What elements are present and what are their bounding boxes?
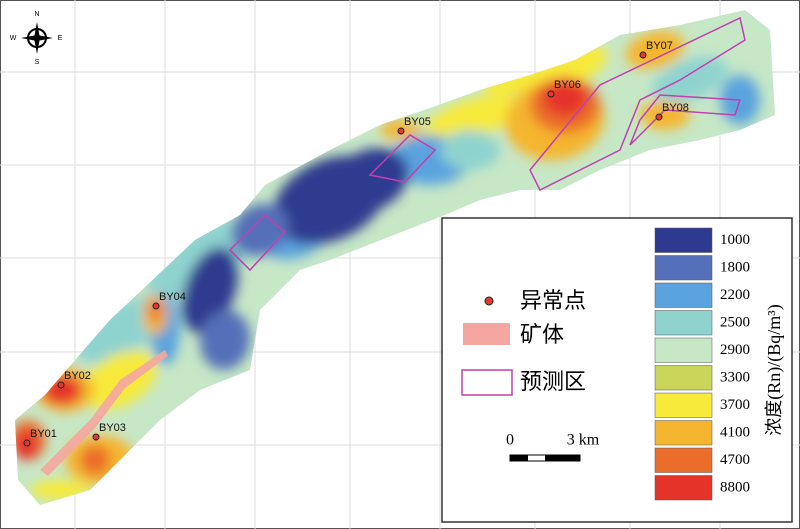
point-label: BY01 — [30, 428, 57, 440]
field-blobs — [15, 30, 760, 500]
compass-s: S — [35, 59, 40, 66]
anomaly-point — [655, 113, 663, 121]
class-label: 8800 — [720, 480, 750, 496]
anomaly-point — [152, 302, 160, 310]
anomaly-points: BY01 BY02 BY03 BY04 BY05 BY06 BY07 BY08 — [23, 40, 689, 447]
class-label: 4700 — [720, 452, 750, 468]
point-label: BY08 — [662, 102, 689, 114]
class-label: 2900 — [720, 342, 750, 358]
point-label: BY04 — [159, 291, 186, 303]
class-swatch — [654, 475, 713, 501]
class-swatch — [654, 447, 713, 473]
field-blob — [199, 310, 251, 370]
field-blob — [80, 445, 110, 475]
point-label: BY07 — [646, 40, 673, 52]
prediction-zones — [228, 16, 746, 272]
legend-point-symbol — [484, 296, 494, 306]
point-label: BY06 — [554, 79, 581, 91]
point-label: BY05 — [404, 116, 431, 128]
compass-w: W — [10, 35, 17, 42]
field-blob — [512, 44, 608, 96]
class-swatch — [654, 255, 713, 281]
anomaly-point — [397, 127, 405, 135]
compass: N S W E — [10, 11, 63, 66]
legend-item: 异常点 — [520, 288, 586, 313]
field-blob — [422, 94, 518, 146]
anomaly-point — [92, 433, 100, 441]
scale-start: 0 — [506, 432, 514, 449]
ore-bodies — [40, 350, 168, 476]
class-label: 2500 — [720, 315, 750, 331]
anomaly-point — [639, 51, 647, 59]
class-label: 1000 — [720, 232, 750, 248]
anomaly-point — [547, 90, 555, 98]
scale-end: 3 km — [567, 432, 600, 449]
class-swatch — [654, 310, 713, 336]
class-label: 3300 — [720, 370, 750, 386]
class-swatch — [654, 337, 713, 363]
legend-item: 矿体 — [520, 322, 564, 347]
anomaly-point — [57, 381, 65, 389]
field-blob — [74, 296, 166, 364]
anomaly-point — [23, 439, 31, 447]
class-swatch — [654, 365, 713, 391]
class-swatch — [654, 420, 713, 446]
color-classes: 1000 1800 2200 2500 2900 3300 3700 4100 4700 8800 — [654, 227, 750, 501]
compass-e: E — [58, 35, 63, 42]
field-blob — [331, 147, 409, 213]
class-label: 2200 — [720, 287, 750, 303]
field-blob — [440, 130, 500, 170]
point-label: BY02 — [64, 370, 91, 382]
class-swatch — [654, 392, 713, 418]
field-blob — [543, 80, 587, 116]
class-swatch — [654, 227, 713, 253]
class-label: 4100 — [720, 425, 750, 441]
legend: 异常点 矿体 预测区 0 3 km 浓度(Rn)/(Bq/m³) — [441, 217, 793, 523]
class-label: 3700 — [720, 397, 750, 413]
class-swatch — [654, 282, 713, 308]
legend-zone-symbol — [461, 369, 513, 396]
point-label: BY03 — [99, 422, 126, 434]
class-label: 1800 — [720, 260, 750, 276]
compass-n: N — [34, 11, 39, 18]
legend-title: 浓度(Rn)/(Bq/m³) — [764, 304, 785, 435]
legend-item: 预测区 — [520, 369, 586, 394]
field-blob — [625, 30, 685, 70]
legend-ore-symbol — [463, 323, 510, 345]
field-blob — [651, 56, 729, 104]
